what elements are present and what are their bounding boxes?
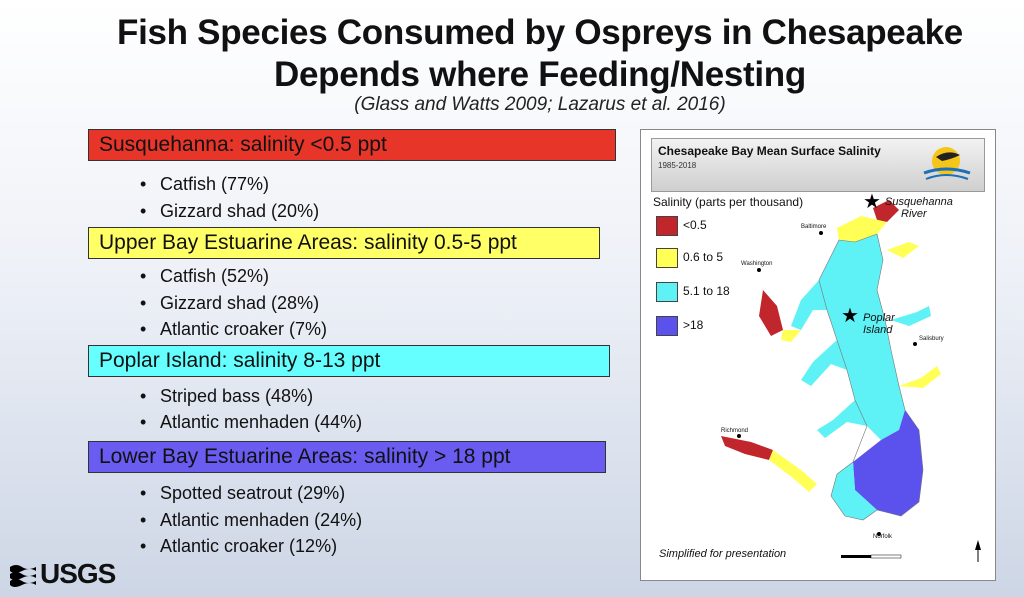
- list-item: • Atlantic menhaden (24%): [140, 510, 363, 530]
- usgs-wave-icon: [10, 565, 36, 587]
- legend-label: >18: [683, 318, 704, 332]
- list-item: • Striped bass (48%): [140, 386, 314, 406]
- legend-swatch-polyhaline: [656, 316, 678, 336]
- bay-map-graphic: ★ ★: [721, 189, 981, 562]
- star-icon: ★: [863, 189, 881, 213]
- city-label-washington: Washington: [741, 261, 773, 267]
- map-header: Chesapeake Bay Mean Surface Salinity 198…: [651, 138, 985, 192]
- citation: (Glass and Watts 2009; Lazarus et al. 20…: [354, 94, 726, 115]
- legend-swatch-fresh: [656, 216, 678, 236]
- legend-swatch-mesohaline: [656, 282, 678, 302]
- city-label-salisbury: Salisbury: [919, 336, 944, 342]
- list-item: • Gizzard shad (28%): [140, 293, 320, 313]
- title-line-1: Fish Species Consumed by Ospreys in Ches…: [117, 13, 963, 52]
- slide-title: Fish Species Consumed by Ospreys in Ches…: [60, 12, 1020, 96]
- section-lower-bay-header: Lower Bay Estuarine Areas: salinity > 18…: [88, 441, 606, 473]
- legend-label: <0.5: [683, 218, 707, 232]
- usgs-logo-text: USGS: [40, 558, 116, 589]
- section-upper-bay-header: Upper Bay Estuarine Areas: salinity 0.5-…: [88, 227, 600, 259]
- star-icon: ★: [841, 303, 859, 327]
- susquehanna-label: Susquehanna River: [885, 196, 953, 220]
- map-footer-note: Simplified for presentation: [659, 548, 787, 560]
- list-item: • Catfish (77%): [140, 174, 270, 194]
- list-item: • Atlantic croaker (7%): [140, 319, 328, 339]
- city-label-baltimore: Baltimore: [801, 224, 827, 230]
- legend-label: 5.1 to 18: [683, 284, 730, 298]
- list-item: • Spotted seatrout (29%): [140, 483, 346, 503]
- usgs-logo: USGS: [10, 558, 116, 590]
- list-item: • Atlantic croaker (12%): [140, 536, 338, 556]
- city-label-richmond: Richmond: [721, 428, 749, 434]
- city-label-norfolk: Norfolk: [873, 534, 893, 540]
- poplar-island-label: Poplar Island: [863, 312, 895, 336]
- title-line-2: Depends where Feeding/Nesting: [274, 55, 806, 94]
- legend-swatch-oligohaline: [656, 248, 678, 268]
- legend-title: Salinity (parts per thousand): [653, 195, 804, 209]
- list-item: • Atlantic menhaden (44%): [140, 412, 363, 432]
- map-title: Chesapeake Bay Mean Surface Salinity: [658, 144, 881, 158]
- list-item: • Catfish (52%): [140, 266, 270, 286]
- map-years: 1985-2018: [658, 161, 697, 170]
- section-poplar-island-header: Poplar Island: salinity 8-13 ppt: [88, 345, 610, 377]
- legend-label: 0.6 to 5: [683, 250, 724, 264]
- list-item: • Gizzard shad (20%): [140, 201, 320, 221]
- section-susquehanna-header: Susquehanna: salinity <0.5 ppt: [88, 129, 616, 161]
- chesapeake-bay-program-logo-icon: [923, 147, 971, 180]
- salinity-map: Chesapeake Bay Mean Surface Salinity 198…: [640, 129, 996, 581]
